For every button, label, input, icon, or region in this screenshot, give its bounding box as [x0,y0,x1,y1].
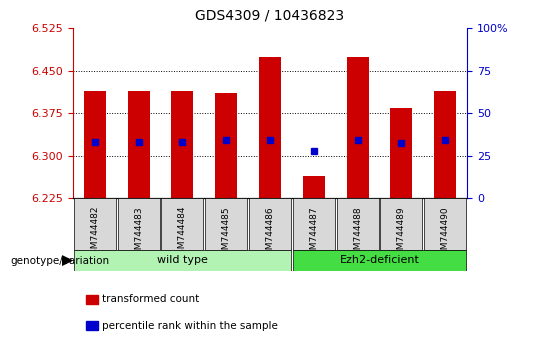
Bar [259,57,281,198]
FancyBboxPatch shape [424,198,466,250]
Bar [215,93,237,198]
Text: transformed count: transformed count [102,294,199,304]
FancyBboxPatch shape [380,198,422,250]
Text: GSM744484: GSM744484 [178,206,187,261]
Text: GDS4309 / 10436823: GDS4309 / 10436823 [195,9,345,23]
Text: GSM744489: GSM744489 [397,206,406,261]
Text: wild type: wild type [157,255,208,265]
Text: genotype/variation: genotype/variation [11,256,110,266]
FancyBboxPatch shape [293,198,335,250]
Bar [434,91,456,198]
Bar [127,91,150,198]
Text: GSM744486: GSM744486 [266,206,274,261]
Text: GSM744487: GSM744487 [309,206,318,261]
FancyBboxPatch shape [336,198,379,250]
Text: GSM744483: GSM744483 [134,206,143,261]
Text: GSM744490: GSM744490 [441,206,450,261]
FancyBboxPatch shape [74,198,116,250]
Bar [347,57,368,198]
FancyBboxPatch shape [161,198,204,250]
Bar [172,91,193,198]
FancyBboxPatch shape [249,198,291,250]
Text: percentile rank within the sample: percentile rank within the sample [102,321,278,331]
Text: GSM744488: GSM744488 [353,206,362,261]
FancyBboxPatch shape [293,250,466,271]
Bar [390,108,413,198]
Text: Ezh2-deficient: Ezh2-deficient [340,255,420,265]
Text: GSM744485: GSM744485 [222,206,231,261]
Polygon shape [62,256,72,265]
Text: GSM744482: GSM744482 [90,206,99,261]
Bar [84,91,106,198]
FancyBboxPatch shape [205,198,247,250]
Bar [303,176,325,198]
FancyBboxPatch shape [118,198,160,250]
FancyBboxPatch shape [74,250,291,271]
